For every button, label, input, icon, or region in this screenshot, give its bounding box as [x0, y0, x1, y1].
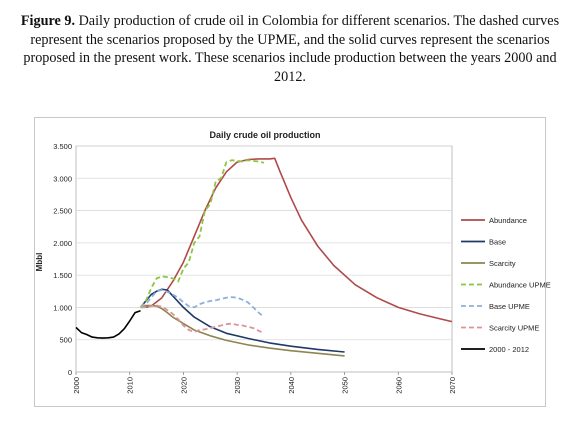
figure-label: Figure 9.: [20, 13, 76, 29]
legend: Abundance Base Scarcity Abundance UPME Base …: [461, 216, 551, 354]
x-tick-label: 2060: [394, 377, 403, 394]
legend-entry: Scarcity: [489, 259, 516, 268]
y-tick-label: 1.000: [53, 303, 72, 312]
plot-area: [75, 145, 453, 373]
y-tick-label: 500: [59, 336, 72, 345]
series-line: [145, 157, 453, 323]
x-tick-label: 2070: [448, 377, 457, 394]
series-line: [140, 304, 265, 335]
y-tick-label: 2.000: [53, 239, 72, 248]
series-line: [139, 288, 345, 353]
caption-text: Daily production of crude oil in Colombi…: [23, 13, 560, 85]
y-tick-label: 1.500: [53, 271, 72, 280]
x-tick-label: 2000: [72, 377, 81, 394]
x-tick-label: 2010: [126, 377, 135, 394]
x-tick-label: 2020: [179, 377, 188, 394]
legend-entry: 2000 - 2012: [489, 345, 529, 354]
series-line: [139, 159, 265, 308]
legend-entry: Abundance UPME: [489, 281, 551, 290]
figure-caption: Figure 9. Daily production of crude oil …: [10, 12, 570, 86]
legend-entry: Scarcity UPME: [489, 324, 539, 333]
x-tick-label: 2050: [341, 377, 350, 394]
x-tick-label: 2030: [233, 377, 242, 394]
gridlines: [76, 145, 452, 341]
y-tick-label: 3.000: [53, 174, 72, 183]
legend-entry: Base: [489, 238, 506, 247]
y-tick-label: 2.500: [53, 207, 72, 216]
chart-title: Daily crude oil production: [209, 130, 320, 140]
series-line: [140, 289, 265, 318]
x-axis: 2000 2010 2020 2030 2040 2050 2060 2070: [72, 372, 457, 394]
legend-entry: Base UPME: [489, 302, 530, 311]
chart-frame: [34, 117, 546, 407]
x-tick-label: 2040: [287, 377, 296, 394]
y-tick-label: 3.500: [53, 142, 72, 151]
series-line: [75, 309, 141, 339]
y-axis: 0 500 1.000 1.500 2.000 2.500 3.000 3.500: [53, 142, 72, 377]
legend-entry: Abundance: [489, 216, 527, 225]
y-axis-label: Mbbl: [35, 253, 44, 272]
series-line: [140, 304, 345, 357]
y-tick-label: 0: [68, 368, 72, 377]
series-lines: [75, 157, 453, 357]
